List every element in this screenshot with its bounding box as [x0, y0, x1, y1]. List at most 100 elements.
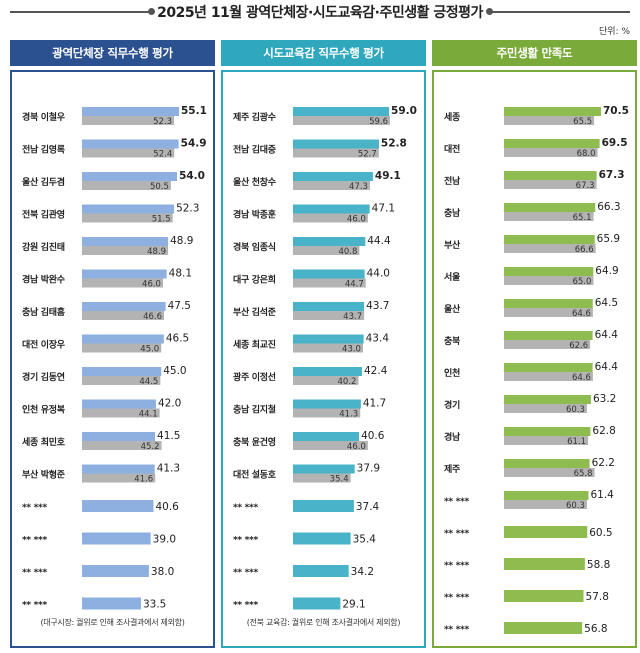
- category-label: 충북: [444, 335, 460, 347]
- category-label: 경기: [444, 399, 460, 411]
- bar-current: [504, 363, 593, 372]
- bar-previous: [82, 343, 162, 353]
- bar-current: [82, 367, 162, 376]
- category-label: 대구 강은희: [233, 274, 276, 286]
- value-label-current: 37.4: [356, 501, 380, 513]
- satisfaction-chart: 세종 70.5 65.5 대전 69.5 68.0 전남 67.3 67.3 충남 66.3 65.1…: [444, 105, 629, 635]
- bar-current: [504, 526, 588, 538]
- category-label: ** ***: [444, 625, 469, 635]
- panel-governor-header: 광역단체장 직무수행 평가: [10, 40, 215, 66]
- value-label-current: 44.4: [367, 235, 391, 247]
- bar-current: [504, 491, 589, 500]
- bar-previous: [293, 441, 368, 450]
- bar-previous: [82, 148, 175, 158]
- category-label: 제주 김광수: [233, 111, 276, 123]
- category-label: ** ***: [233, 536, 258, 546]
- value-label-previous: 52.7: [358, 150, 377, 160]
- bar-current: [293, 172, 373, 181]
- category-label: ** ***: [444, 593, 469, 603]
- panel-satisfaction-header: 주민생활 만족도: [432, 40, 637, 66]
- panel-governor-note: (대구시장: 궐위로 인해 조사결과에서 제외함): [40, 618, 185, 627]
- bar-current: [82, 172, 178, 181]
- value-label-current: 70.5: [603, 105, 629, 117]
- bar-previous: [82, 246, 169, 255]
- category-label: ** ***: [444, 529, 469, 539]
- bar-previous: [293, 473, 351, 483]
- value-label-current: 29.1: [342, 599, 365, 611]
- panel-superintendent: 시도교육감 직무수행 평가 제주 김광수 59.0 59.6 전남 김대중 52.8 52…: [221, 40, 426, 648]
- category-label: 강원 김진태: [22, 241, 65, 253]
- category-label: 제주: [444, 463, 460, 475]
- category-label: 인천 유정복: [22, 404, 65, 416]
- bar-previous: [82, 441, 162, 450]
- value-label-previous: 46.0: [347, 215, 366, 225]
- bar-current: [504, 171, 597, 180]
- bar-current: [293, 269, 365, 279]
- bar-previous: [504, 212, 594, 221]
- value-label-previous: 51.5: [152, 215, 171, 225]
- bar-current: [293, 107, 390, 116]
- category-label: 인천: [444, 368, 460, 379]
- value-label-current: 64.4: [595, 361, 619, 373]
- category-label: 대전: [444, 143, 460, 155]
- unit-label: 단위: %: [598, 27, 630, 37]
- category-label: 경남 박종훈: [233, 209, 276, 221]
- superintendent-chart: 제주 김광수 59.059.6 전남 김대중 52.8 52.7 울산 천창수 49.1 47…: [233, 105, 417, 611]
- bar-current: [293, 432, 360, 441]
- panel-superintendent-note: (전북 교육감: 궐위로 인해 조사결과에서 제외함): [246, 618, 401, 627]
- value-label-previous: 47.3: [349, 182, 368, 192]
- value-label-current: 44.0: [367, 268, 390, 280]
- value-label-current: 48.9: [170, 235, 193, 247]
- bar-current: [82, 204, 175, 214]
- value-label-previous: 60.3: [566, 501, 585, 511]
- value-label-previous: 45.0: [140, 345, 159, 355]
- bar-current: [293, 500, 354, 512]
- bar-current: [82, 334, 164, 344]
- category-label: 경기 김동연: [22, 371, 65, 383]
- bar-current: [293, 204, 370, 214]
- value-label-current: 34.2: [351, 566, 374, 578]
- bar-current: [293, 597, 341, 610]
- category-label: 부산 김석준: [233, 306, 276, 318]
- value-label-current: 43.4: [366, 333, 390, 345]
- category-label: 충남: [444, 207, 461, 219]
- value-label-current: 54.0: [179, 170, 205, 182]
- bar-current: [504, 590, 584, 602]
- value-label-previous: 43.0: [342, 345, 361, 355]
- value-label-current: 41.7: [363, 398, 386, 410]
- bar-previous: [82, 213, 173, 223]
- panel-superintendent-header: 시도교육감 직무수행 평가: [221, 40, 426, 66]
- value-label-previous: 65.5: [573, 117, 592, 127]
- panel-governor: 광역단체장 직무수행 평가 경북 이철우 55.1 52.3 전남 김영록 54.9 52…: [10, 40, 215, 648]
- bar-current: [504, 139, 600, 148]
- value-label-current: 38.0: [151, 566, 174, 578]
- bar-current: [82, 237, 169, 246]
- value-label-previous: 46.0: [142, 280, 161, 290]
- bar-current: [82, 464, 155, 474]
- bar-current: [504, 203, 596, 212]
- bar-previous: [504, 244, 596, 253]
- value-label-current: 42.0: [158, 398, 181, 410]
- category-label: 서울: [444, 271, 460, 283]
- bar-previous: [504, 116, 595, 125]
- category-label: 경북 임종식: [233, 241, 276, 253]
- value-label-current: 47.5: [168, 300, 191, 312]
- value-label-current: 46.5: [166, 333, 189, 345]
- category-label: 전남 김영록: [22, 144, 65, 156]
- value-label-current: 52.3: [176, 203, 199, 215]
- panel-satisfaction: 주민생활 만족도 세종 70.5 65.5 대전 69.5 68.0 전남 67.3 67.3 충…: [432, 40, 637, 648]
- category-label: ** ***: [444, 497, 469, 507]
- value-label-current: 42.4: [364, 365, 388, 377]
- value-label-previous: 65.8: [574, 469, 593, 479]
- category-label: ** ***: [233, 601, 258, 611]
- category-label: 세종 최민호: [22, 436, 66, 448]
- category-label: 충남 김태흠: [22, 306, 65, 318]
- value-label-previous: 68.0: [577, 149, 596, 159]
- value-label-previous: 62.6: [569, 341, 588, 351]
- bar-current: [82, 565, 149, 577]
- value-label-current: 33.5: [143, 599, 166, 611]
- bar-current: [504, 427, 591, 436]
- title-left-dot: [148, 8, 155, 15]
- bar-current: [82, 500, 154, 512]
- value-label-current: 47.1: [372, 203, 395, 215]
